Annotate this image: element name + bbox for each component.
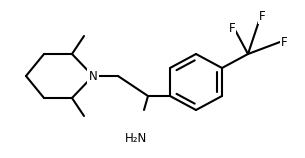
Text: N: N <box>89 70 97 82</box>
Text: H₂N: H₂N <box>125 131 147 145</box>
Text: F: F <box>229 21 235 34</box>
Text: F: F <box>281 36 287 49</box>
Text: F: F <box>259 9 265 22</box>
